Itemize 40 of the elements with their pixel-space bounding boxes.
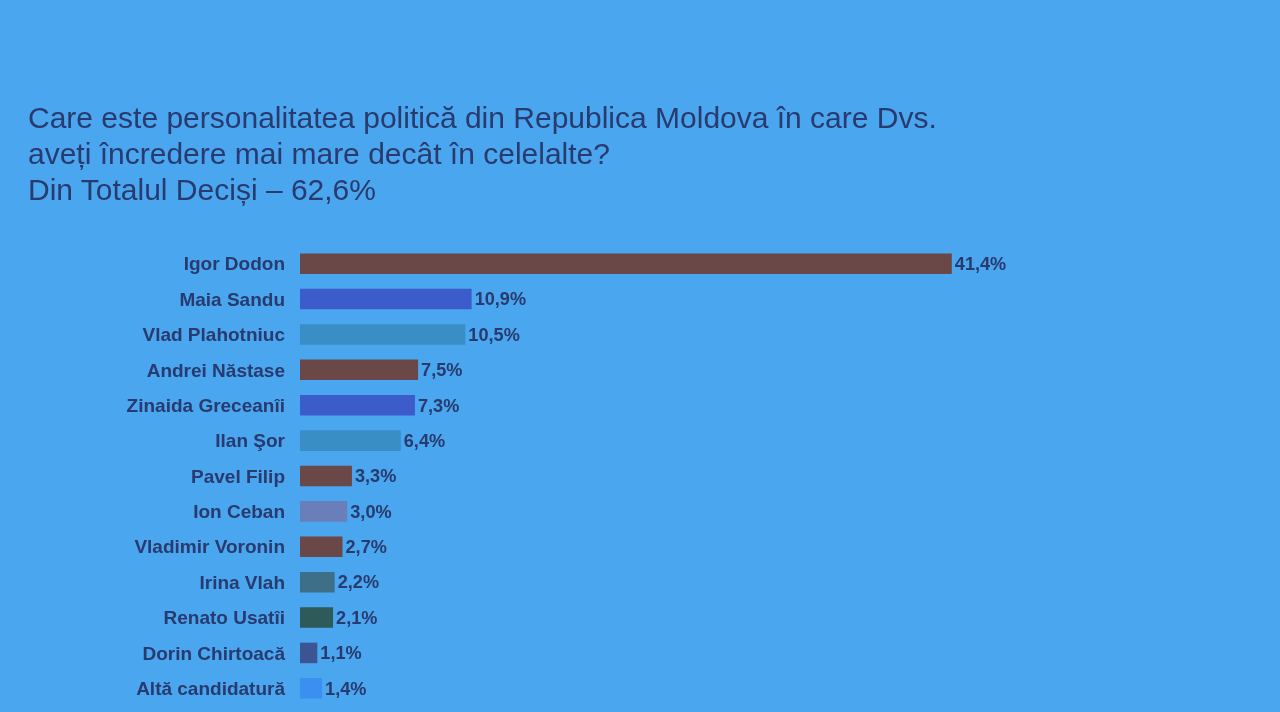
data-label: 10,5% [468,324,520,345]
bar [300,501,348,522]
bar [300,536,343,558]
data-label: 6,4% [403,430,446,451]
y-tick-label: Ilan Şor [215,430,286,452]
bar [300,607,334,628]
data-label: 41,4% [954,254,1007,274]
y-tick-label: Renato Usatîi [163,607,285,629]
y-tick-label: Ion Ceban [193,501,285,523]
bar [300,359,419,381]
bar [300,394,415,416]
y-tick-label: Zinaida Greceanîi [126,394,285,416]
y-tick-label: Igor Dodon [183,253,285,275]
bar [300,324,466,345]
data-label: 2,7% [345,537,387,558]
y-tick-label: Irina Vlah [199,571,285,593]
data-label: 3,3% [354,466,397,487]
data-label: 2,1% [336,607,378,628]
bar [300,288,472,310]
y-tick-label: Vladimir Voronin [134,536,285,558]
bar [300,642,318,664]
data-label: 3,0% [350,501,392,522]
bar [300,571,335,593]
data-label: 7,5% [421,360,463,381]
bar [300,430,401,451]
data-label: 1,4% [325,678,367,699]
chart-title: Care este personalitatea politică din Republica Moldova în care Dvs. aveți încredere mai mare decât în celelalte? [28,100,938,172]
bar [300,253,952,274]
data-label: 2,2% [337,572,380,593]
y-tick-label: Andrei Năstase [146,359,285,381]
bar [300,465,352,487]
data-label: 10,9% [474,289,527,310]
y-tick-label: Vlad Plahotniuc [142,324,286,346]
chart-subtitle: Din Totalul Deciși – 62,6% [28,172,377,208]
data-label: 7,3% [417,395,460,416]
y-tick-label: Maia Sandu [179,288,285,310]
y-tick-label: Altă candidatură [136,677,286,699]
y-tick-label: Pavel Filip [191,465,285,487]
y-tick-label: Dorin Chirtoacă [142,642,286,664]
data-label: 1,1% [320,643,362,664]
